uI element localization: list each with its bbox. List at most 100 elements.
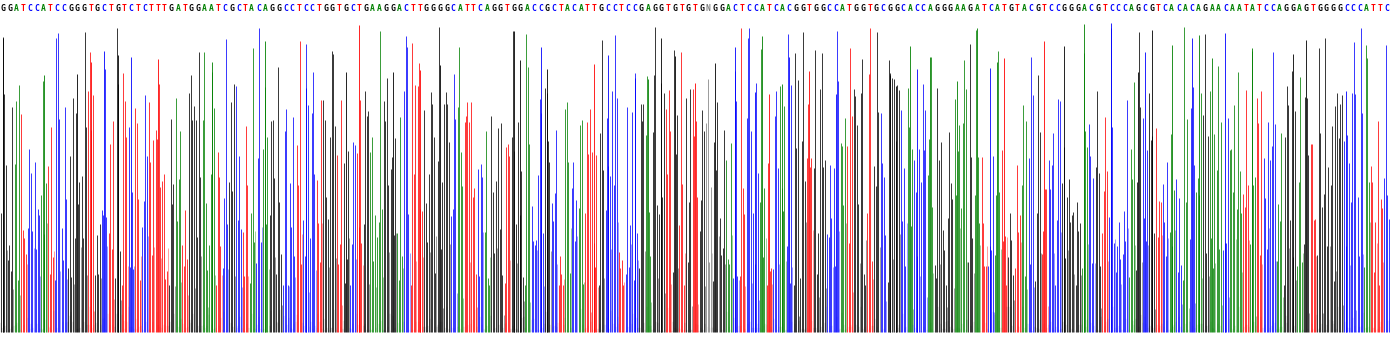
Text: A: A <box>524 4 530 13</box>
Text: G: G <box>820 4 826 13</box>
Text: G: G <box>445 4 449 13</box>
Text: C: C <box>1162 4 1168 13</box>
Text: C: C <box>303 4 309 13</box>
Text: G: G <box>713 4 717 13</box>
Text: T: T <box>1015 4 1020 13</box>
Text: G: G <box>673 4 677 13</box>
Text: T: T <box>867 4 872 13</box>
Text: T: T <box>317 4 321 13</box>
Text: A: A <box>1197 4 1201 13</box>
Text: C: C <box>1048 4 1054 13</box>
Text: G: G <box>1304 4 1308 13</box>
Text: G: G <box>196 4 200 13</box>
Text: C: C <box>531 4 537 13</box>
Text: A: A <box>398 4 402 13</box>
Text: T: T <box>1243 4 1248 13</box>
Text: C: C <box>773 4 778 13</box>
Text: A: A <box>908 4 912 13</box>
Text: T: T <box>806 4 812 13</box>
Text: G: G <box>941 4 945 13</box>
Text: T: T <box>1001 4 1006 13</box>
Text: C: C <box>1055 4 1061 13</box>
Text: A: A <box>1297 4 1302 13</box>
Text: C: C <box>834 4 838 13</box>
Text: C: C <box>632 4 637 13</box>
Text: T: T <box>505 4 509 13</box>
Text: G: G <box>498 4 503 13</box>
Text: A: A <box>1169 4 1175 13</box>
Text: G: G <box>1202 4 1208 13</box>
Text: A: A <box>564 4 570 13</box>
Text: G: G <box>894 4 899 13</box>
Text: G: G <box>95 4 100 13</box>
Text: G: G <box>652 4 657 13</box>
Text: A: A <box>377 4 382 13</box>
Text: C: C <box>915 4 919 13</box>
Text: G: G <box>853 4 859 13</box>
Text: C: C <box>256 4 261 13</box>
Text: T: T <box>592 4 596 13</box>
Text: G: G <box>424 4 430 13</box>
Text: C: C <box>222 4 228 13</box>
Text: C: C <box>289 4 295 13</box>
Text: G: G <box>1290 4 1295 13</box>
Text: C: C <box>1088 4 1094 13</box>
Text: C: C <box>1223 4 1227 13</box>
Text: T: T <box>108 4 113 13</box>
Text: G: G <box>720 4 724 13</box>
Text: G: G <box>431 4 435 13</box>
Text: C: C <box>1109 4 1113 13</box>
Text: T: T <box>464 4 470 13</box>
Text: T: T <box>135 4 140 13</box>
Text: G: G <box>364 4 368 13</box>
Text: G: G <box>1318 4 1322 13</box>
Text: A: A <box>974 4 980 13</box>
Text: G: G <box>189 4 193 13</box>
Text: T: T <box>1102 4 1106 13</box>
Text: C: C <box>128 4 133 13</box>
Text: C: C <box>1190 4 1194 13</box>
Text: G: G <box>1069 4 1073 13</box>
Text: T: T <box>666 4 670 13</box>
Text: C: C <box>35 4 39 13</box>
Text: G: G <box>860 4 866 13</box>
Text: T: T <box>692 4 698 13</box>
Text: C: C <box>1351 4 1355 13</box>
Text: C: C <box>101 4 107 13</box>
Text: C: C <box>1264 4 1268 13</box>
Text: A: A <box>578 4 584 13</box>
Text: T: T <box>163 4 167 13</box>
Text: G: G <box>934 4 940 13</box>
Text: T: T <box>1257 4 1262 13</box>
Text: A: A <box>203 4 207 13</box>
Text: G: G <box>68 4 72 13</box>
Text: G: G <box>685 4 691 13</box>
Text: G: G <box>887 4 892 13</box>
Text: T: T <box>847 4 852 13</box>
Text: G: G <box>1283 4 1289 13</box>
Text: C: C <box>478 4 482 13</box>
Text: T: T <box>88 4 93 13</box>
Text: A: A <box>263 4 268 13</box>
Text: C: C <box>1176 4 1182 13</box>
Text: A: A <box>995 4 999 13</box>
Text: A: A <box>645 4 651 13</box>
Text: A: A <box>1364 4 1369 13</box>
Text: A: A <box>42 4 46 13</box>
Text: G: G <box>512 4 516 13</box>
Text: G: G <box>699 4 705 13</box>
Text: G: G <box>329 4 335 13</box>
Text: A: A <box>760 4 764 13</box>
Text: C: C <box>1143 4 1147 13</box>
Text: G: G <box>1095 4 1101 13</box>
Text: G: G <box>115 4 120 13</box>
Text: C: C <box>881 4 885 13</box>
Text: T: T <box>417 4 423 13</box>
Text: C: C <box>626 4 630 13</box>
Text: N: N <box>706 4 710 13</box>
Text: A: A <box>1081 4 1087 13</box>
Text: A: A <box>249 4 254 13</box>
Text: C: C <box>605 4 610 13</box>
Text: T: T <box>47 4 53 13</box>
Text: G: G <box>324 4 328 13</box>
